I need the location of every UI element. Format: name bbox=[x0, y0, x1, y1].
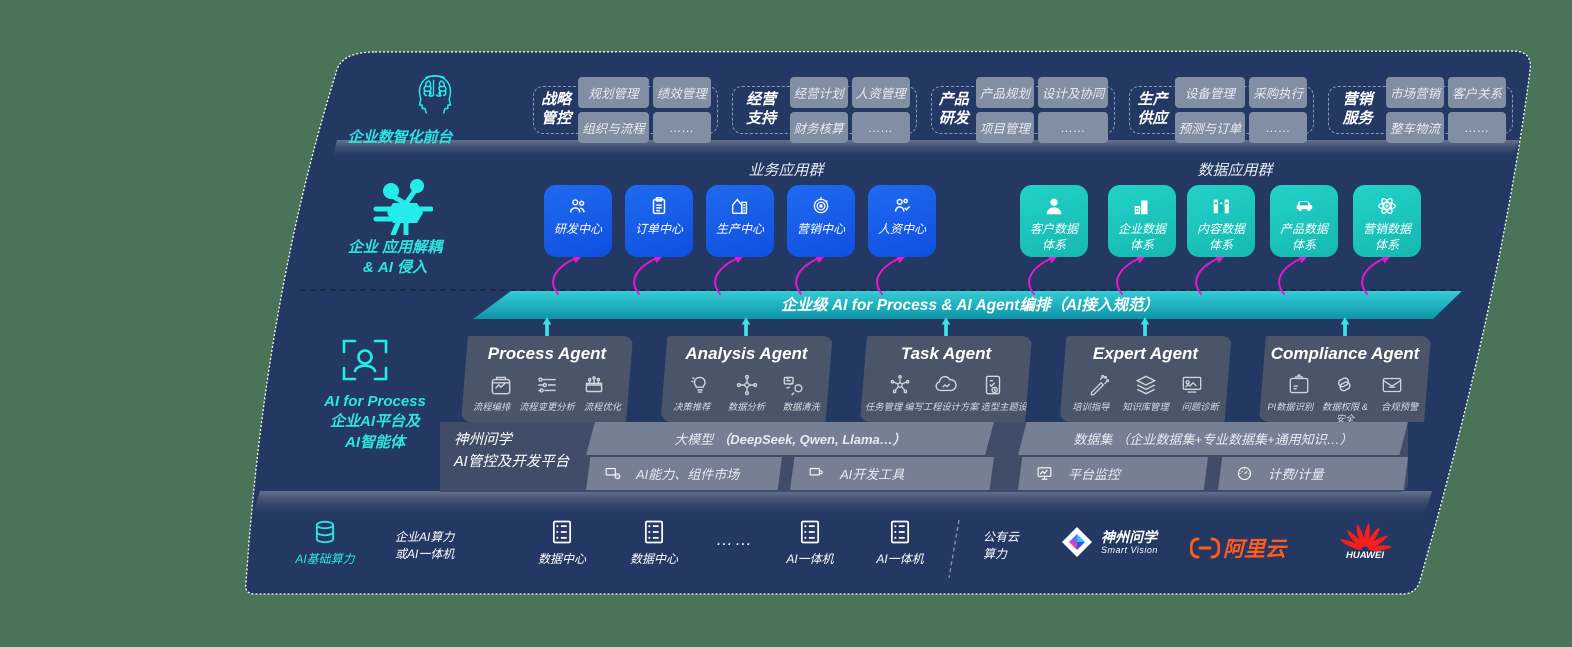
svg-text:HUAWEI: HUAWEI bbox=[1346, 550, 1384, 560]
